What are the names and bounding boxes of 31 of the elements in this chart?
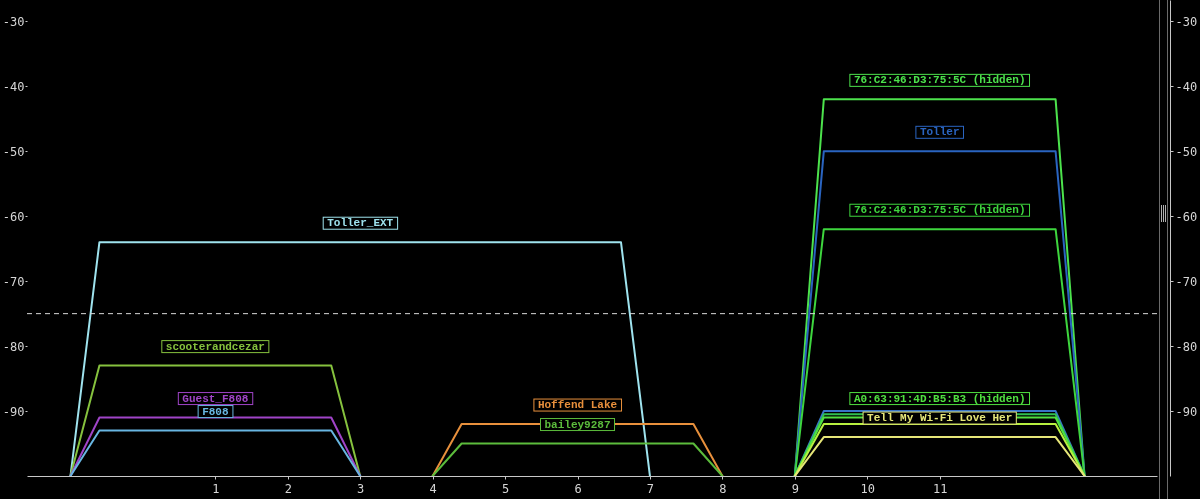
x-tick-label: 5 — [501, 481, 510, 496]
series-label: Toller_EXT — [327, 217, 394, 230]
x-tick-label: 10 — [860, 481, 875, 496]
x-tick-label: 1 — [212, 481, 220, 496]
x-tick-label: 2 — [284, 481, 292, 496]
x-tick-label: 8 — [719, 481, 727, 496]
y-tick-label: -50 — [2, 144, 25, 159]
y2-tick-label: -40 — [1175, 79, 1198, 94]
x-tick-label: 3 — [357, 481, 365, 496]
y2-tick-label: -60 — [1175, 209, 1198, 224]
y2-tick-label: -90 — [1175, 404, 1198, 419]
series-label: F808 — [202, 405, 229, 418]
y2-tick-label: -70 — [1175, 274, 1198, 289]
y-tick-label: -90 — [2, 404, 25, 419]
series-label: Guest_F808 — [182, 392, 249, 405]
y2-tick-label: -50 — [1175, 144, 1198, 159]
series-label: Toller — [919, 126, 960, 139]
y-tick-label: -40 — [2, 79, 25, 94]
y2-tick-label: -30 — [1175, 14, 1198, 29]
x-tick-label: 9 — [791, 481, 799, 496]
x-tick-label: 7 — [646, 481, 655, 496]
y-tick-label: -80 — [2, 339, 25, 354]
y-tick-label: -70 — [2, 274, 25, 289]
series-label: Hoffend Lake — [537, 399, 618, 412]
x-tick-label: 11 — [932, 481, 948, 496]
series-label: bailey9287 — [544, 418, 611, 431]
y2-tick-label: -80 — [1175, 339, 1198, 354]
x-tick-label: 6 — [574, 481, 582, 496]
y-tick-label: -30 — [2, 14, 25, 29]
x-tick-label: 4 — [429, 481, 437, 496]
y-tick-label: -60 — [2, 209, 25, 224]
